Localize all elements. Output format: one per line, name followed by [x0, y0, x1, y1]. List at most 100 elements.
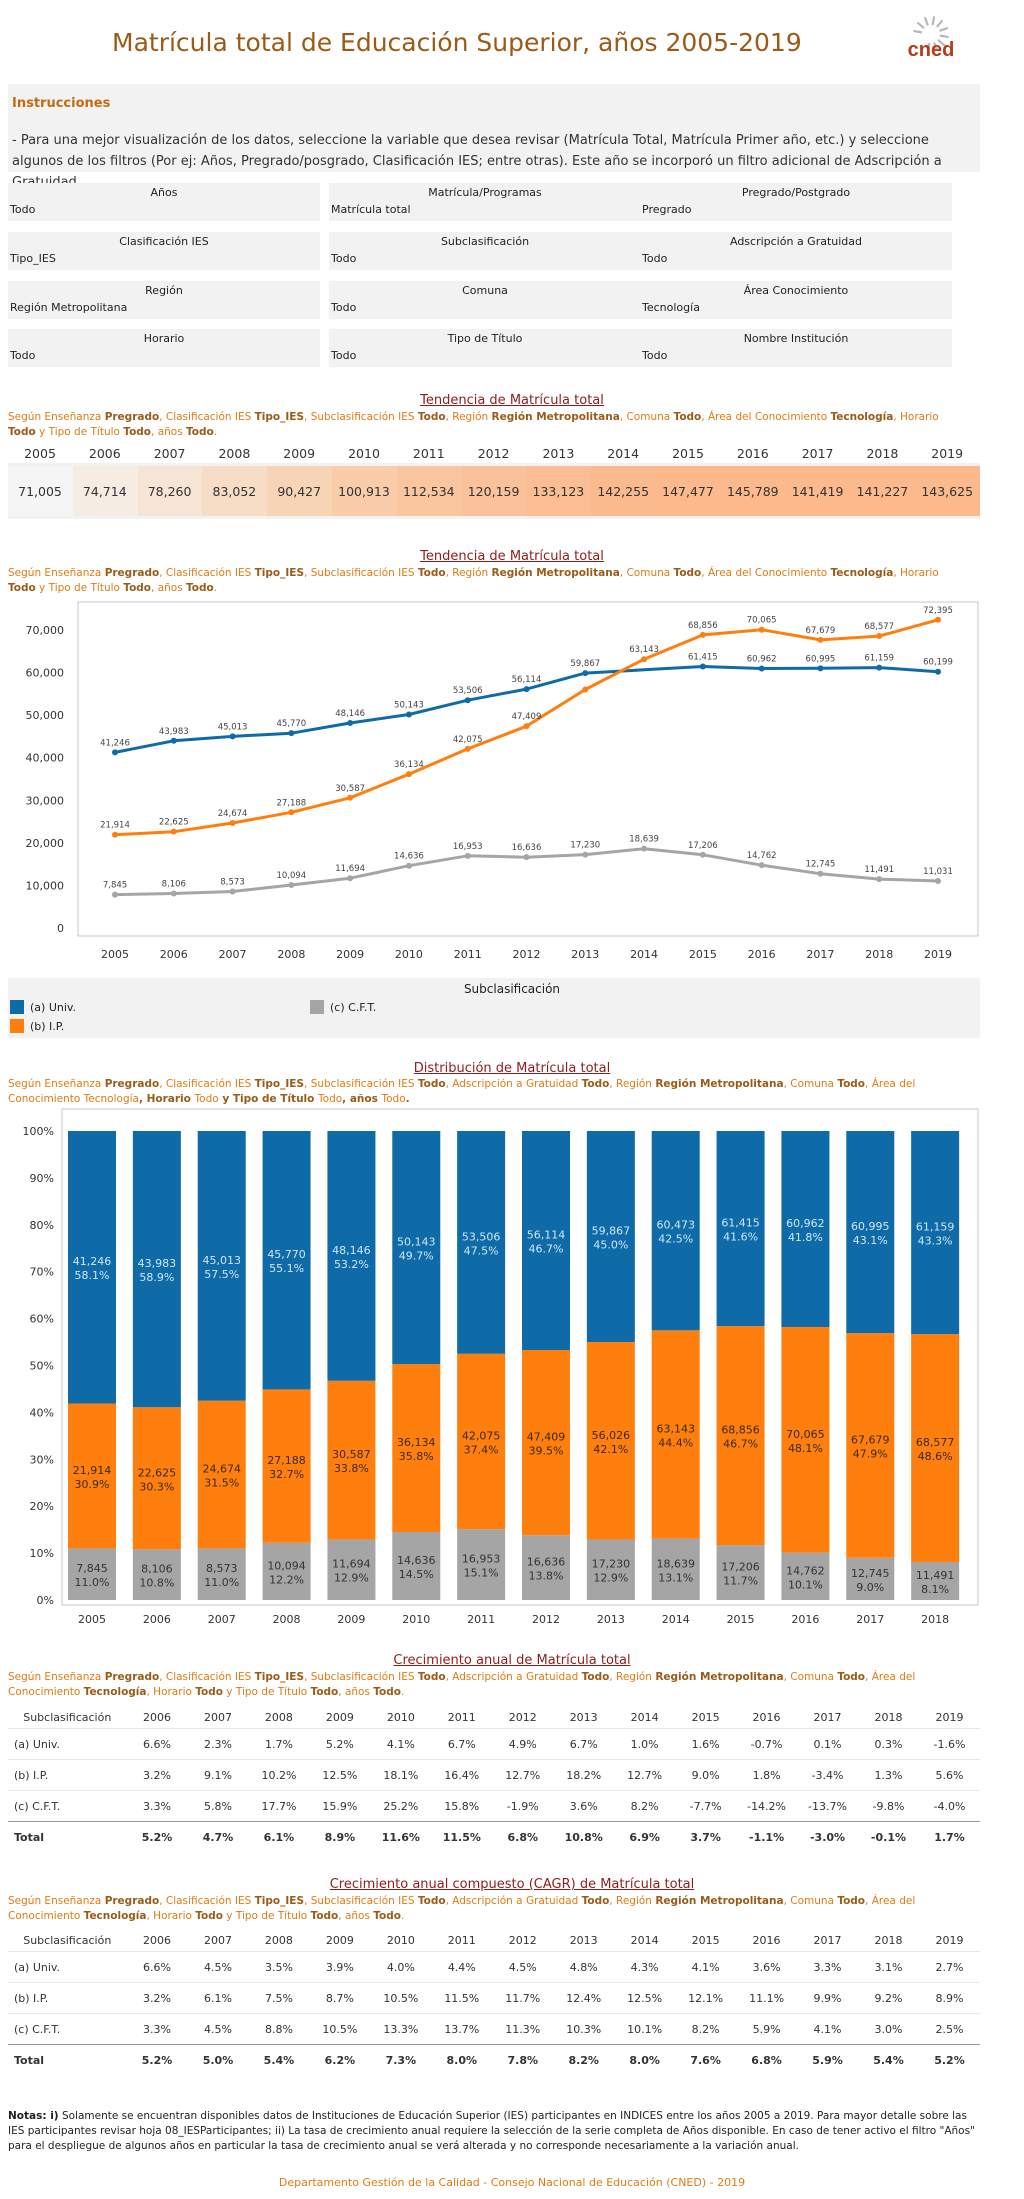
x-tick-label: 2018 [921, 1613, 949, 1626]
logo-text: cned [908, 39, 955, 61]
filter-12[interactable]: Nombre Institución Todo [640, 329, 952, 367]
bar-segment-univ [846, 1131, 895, 1334]
table-cell: -4.0% [918, 1790, 980, 1822]
filter-11[interactable]: Tipo de Título Todo [329, 329, 641, 367]
legend-label: (a) Univ. [30, 1001, 77, 1014]
bar-percent-label: 10.1% [788, 1578, 823, 1591]
filter-value[interactable]: Todo [642, 349, 668, 362]
data-label-ip: 68,856 [688, 621, 718, 631]
x-tick-label: 2016 [791, 1613, 819, 1626]
table-cell: 0.3% [857, 1728, 919, 1760]
filter-label: Tipo de Título [447, 332, 523, 345]
bar-segment-univ [392, 1131, 441, 1365]
filter-value[interactable]: Matrícula total [331, 203, 411, 216]
logo-ray [926, 42, 931, 52]
bar-count-label: 14,762 [786, 1564, 825, 1577]
subtitle-part: , Región [609, 1078, 656, 1090]
filter-value[interactable]: Tipo_IES [10, 252, 56, 265]
subtitle-part: , años [342, 1093, 382, 1105]
filter-5[interactable]: Subclasificación Todo [329, 232, 641, 270]
filter-value[interactable]: Tecnología [642, 301, 700, 314]
table-cell: 4.5% [492, 1951, 554, 1983]
subtitle-part: y Tipo de Título [35, 426, 124, 438]
subtitle-part: Tecnología [83, 1910, 147, 1922]
filter-value[interactable]: Pregrado [642, 203, 692, 216]
bar-count-label: 10,094 [267, 1559, 306, 1572]
column-header: 2010 [386, 1933, 415, 1947]
table-row: (a) Univ. 6.6% 2.3% 1.7% 5.2% 4.1% 6.7% 4.9% 6.7… [8, 1728, 980, 1760]
trend-value: 71,005 [18, 484, 62, 499]
filter-7[interactable]: Región Región Metropolitana [8, 281, 320, 319]
filter-value[interactable]: Región Metropolitana [10, 301, 128, 314]
subtitle-part: Todo [381, 1093, 406, 1105]
subtitle-part: Todo [673, 567, 702, 579]
filter-value[interactable]: Todo [331, 349, 357, 362]
column-header: 2011 [447, 1933, 476, 1947]
bar-segment-univ [262, 1131, 311, 1390]
subtitle-part: . [213, 426, 218, 438]
filter-8[interactable]: Comuna Todo [329, 281, 641, 319]
data-label-univ: 56,114 [512, 675, 542, 685]
subtitle-part: , Área del Conocimiento [701, 567, 831, 579]
table-total-row: Total 5.2% 5.0% 5.4% 6.2% 7.3% 8.0% 7.8% 8.2% 8.0… [8, 2044, 980, 2075]
subtitle-part: , Subclasificación IES [304, 1895, 418, 1907]
filter-value[interactable]: Todo [10, 203, 36, 216]
filter-2[interactable]: Matrícula/Programas Matrícula total [329, 183, 641, 221]
filter-10[interactable]: Horario Todo [8, 329, 320, 367]
table-cell: 12.7% [492, 1759, 554, 1791]
bar-count-label: 45,770 [267, 1248, 306, 1261]
filter-6[interactable]: Adscripción a Gratuidad Todo [640, 232, 952, 270]
table-cell: 8.9% [309, 1821, 371, 1852]
table-cell: 12.1% [675, 1982, 737, 2014]
table-cell: 3.3% [126, 1790, 188, 1822]
y-tick-label: 50% [30, 1360, 54, 1373]
data-point-univ [405, 711, 412, 718]
bar-segment-ip [846, 1333, 895, 1558]
trend-year-label: 2013 [542, 446, 575, 461]
filter-4[interactable]: Clasificación IES Tipo_IES [8, 232, 320, 270]
table-cell: 8.0% [431, 2044, 493, 2075]
filter-value[interactable]: Todo [10, 349, 36, 362]
subtitle-part: , años [151, 582, 187, 594]
table-cell: 11.5% [431, 1982, 493, 2014]
trend-value: 145,789 [726, 484, 779, 499]
subtitle-part: , Horario [146, 1686, 196, 1698]
table-cell: (b) I.P. [8, 1982, 127, 2014]
bar-segment-ip [197, 1400, 246, 1549]
filter-value[interactable]: Todo [642, 252, 668, 265]
data-label-cft: 11,694 [335, 864, 365, 874]
data-label-cft: 17,206 [688, 841, 718, 851]
logo-ray [939, 27, 949, 32]
bar-percent-label: 12.9% [593, 1572, 628, 1585]
bar-count-label: 60,962 [786, 1217, 825, 1230]
filter-9[interactable]: Área Conocimiento Tecnología [640, 281, 952, 319]
filter-value[interactable]: Todo [331, 252, 357, 265]
y-tick-label: 40% [30, 1406, 54, 1419]
column-header: 2012 [508, 1933, 537, 1947]
subtitle-part: Todo [673, 411, 702, 423]
x-tick-label: 2015 [727, 1613, 755, 1626]
data-label-ip: 70,065 [747, 616, 777, 626]
subtitle-part: Todo [373, 1910, 401, 1922]
bar-segment-cft [392, 1531, 441, 1600]
filter-label: Comuna [462, 284, 508, 297]
filter-label: Nombre Institución [743, 332, 849, 345]
subtitle-part: , Comuna [619, 567, 674, 579]
bar-segment-ip [457, 1353, 506, 1530]
bar-segment-ip [586, 1342, 635, 1540]
table-cell: 6.1% [187, 1982, 249, 2014]
filter-label: Adscripción a Gratuidad [729, 235, 863, 248]
bar-percent-label: 41.8% [788, 1231, 823, 1244]
filter-value[interactable]: Todo [331, 301, 357, 314]
filter-1[interactable]: Años Todo [8, 183, 320, 221]
column-header: 2006 [143, 1710, 172, 1724]
table-cell: 8.2% [553, 2044, 615, 2075]
data-label-univ: 45,013 [218, 722, 248, 732]
data-point-cft [582, 851, 589, 858]
subtitle-part: , Región [609, 1895, 656, 1907]
data-point-univ [817, 665, 824, 672]
table-cell: 10.3% [553, 2013, 615, 2045]
filter-3[interactable]: Pregrado/Postgrado Pregrado [640, 183, 952, 221]
trend-value: 142,255 [597, 484, 650, 499]
bar-segment-ip [522, 1350, 570, 1536]
